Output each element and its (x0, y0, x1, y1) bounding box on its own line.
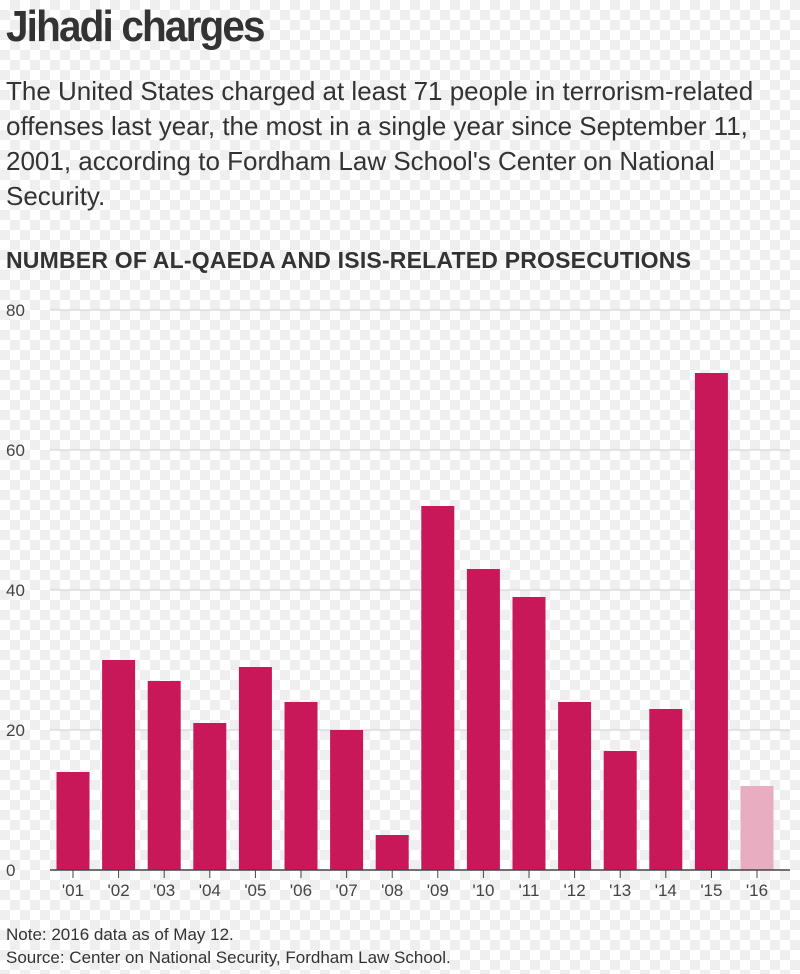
x-tick-label: '04 (199, 881, 221, 900)
chart-title: Jihadi charges (6, 2, 266, 51)
chart-description: The United States charged at least 71 pe… (6, 76, 754, 211)
bar (512, 597, 546, 870)
bar (375, 835, 409, 870)
x-tick-label: '09 (427, 881, 449, 900)
footnotes: Note: 2016 data as of May 12. Source: Ce… (6, 923, 451, 969)
x-tick-label: '13 (609, 881, 631, 900)
bar (603, 751, 637, 870)
bar (694, 373, 728, 870)
x-tick-label: '14 (655, 881, 677, 900)
bar (147, 681, 181, 870)
bar (102, 660, 136, 870)
bar (421, 506, 455, 870)
x-tick-label: '01 (62, 881, 84, 900)
chart-heading: NUMBER OF AL-QAEDA AND ISIS-RELATED PROS… (6, 247, 692, 273)
x-tick-label: '08 (381, 881, 403, 900)
footnote-source: Source: Center on National Security, For… (6, 948, 451, 967)
x-tick-label: '06 (290, 881, 312, 900)
bar (193, 723, 227, 870)
y-tick-label: 60 (6, 441, 25, 460)
x-tick-label: '03 (153, 881, 175, 900)
x-tick-label: '10 (472, 881, 494, 900)
y-tick-label: 20 (6, 721, 25, 740)
bar (740, 786, 774, 870)
bar (649, 709, 683, 870)
y-tick-labels: 80 60 40 20 0 (6, 301, 25, 880)
bar (330, 730, 364, 870)
footnote-note: Note: 2016 data as of May 12. (6, 925, 234, 944)
x-tick-label: '15 (700, 881, 722, 900)
y-tick-label: 40 (6, 581, 25, 600)
x-axis (50, 869, 790, 878)
x-tick-label: '12 (564, 881, 586, 900)
bar-chart: 80 60 40 20 0 '01 '02 '03 '04 '05 '06 '07 '08 '09 '10… (6, 301, 790, 900)
bar (56, 772, 90, 870)
x-tick-label: '05 (244, 881, 266, 900)
y-tick-label: 0 (6, 861, 15, 880)
x-tick-label: '02 (108, 881, 130, 900)
x-tick-labels: '01 '02 '03 '04 '05 '06 '07 '08 '09 '10 '11 '12 '13 '… (62, 881, 768, 900)
x-tick-label: '07 (336, 881, 358, 900)
bar (558, 702, 592, 870)
bars (56, 373, 774, 870)
y-tick-label: 80 (6, 301, 25, 320)
x-tick-label: '11 (519, 881, 540, 900)
bar (284, 702, 318, 870)
x-tick-label: '16 (746, 881, 768, 900)
bar (466, 569, 500, 870)
bar (238, 667, 272, 870)
gridlines (50, 309, 790, 731)
